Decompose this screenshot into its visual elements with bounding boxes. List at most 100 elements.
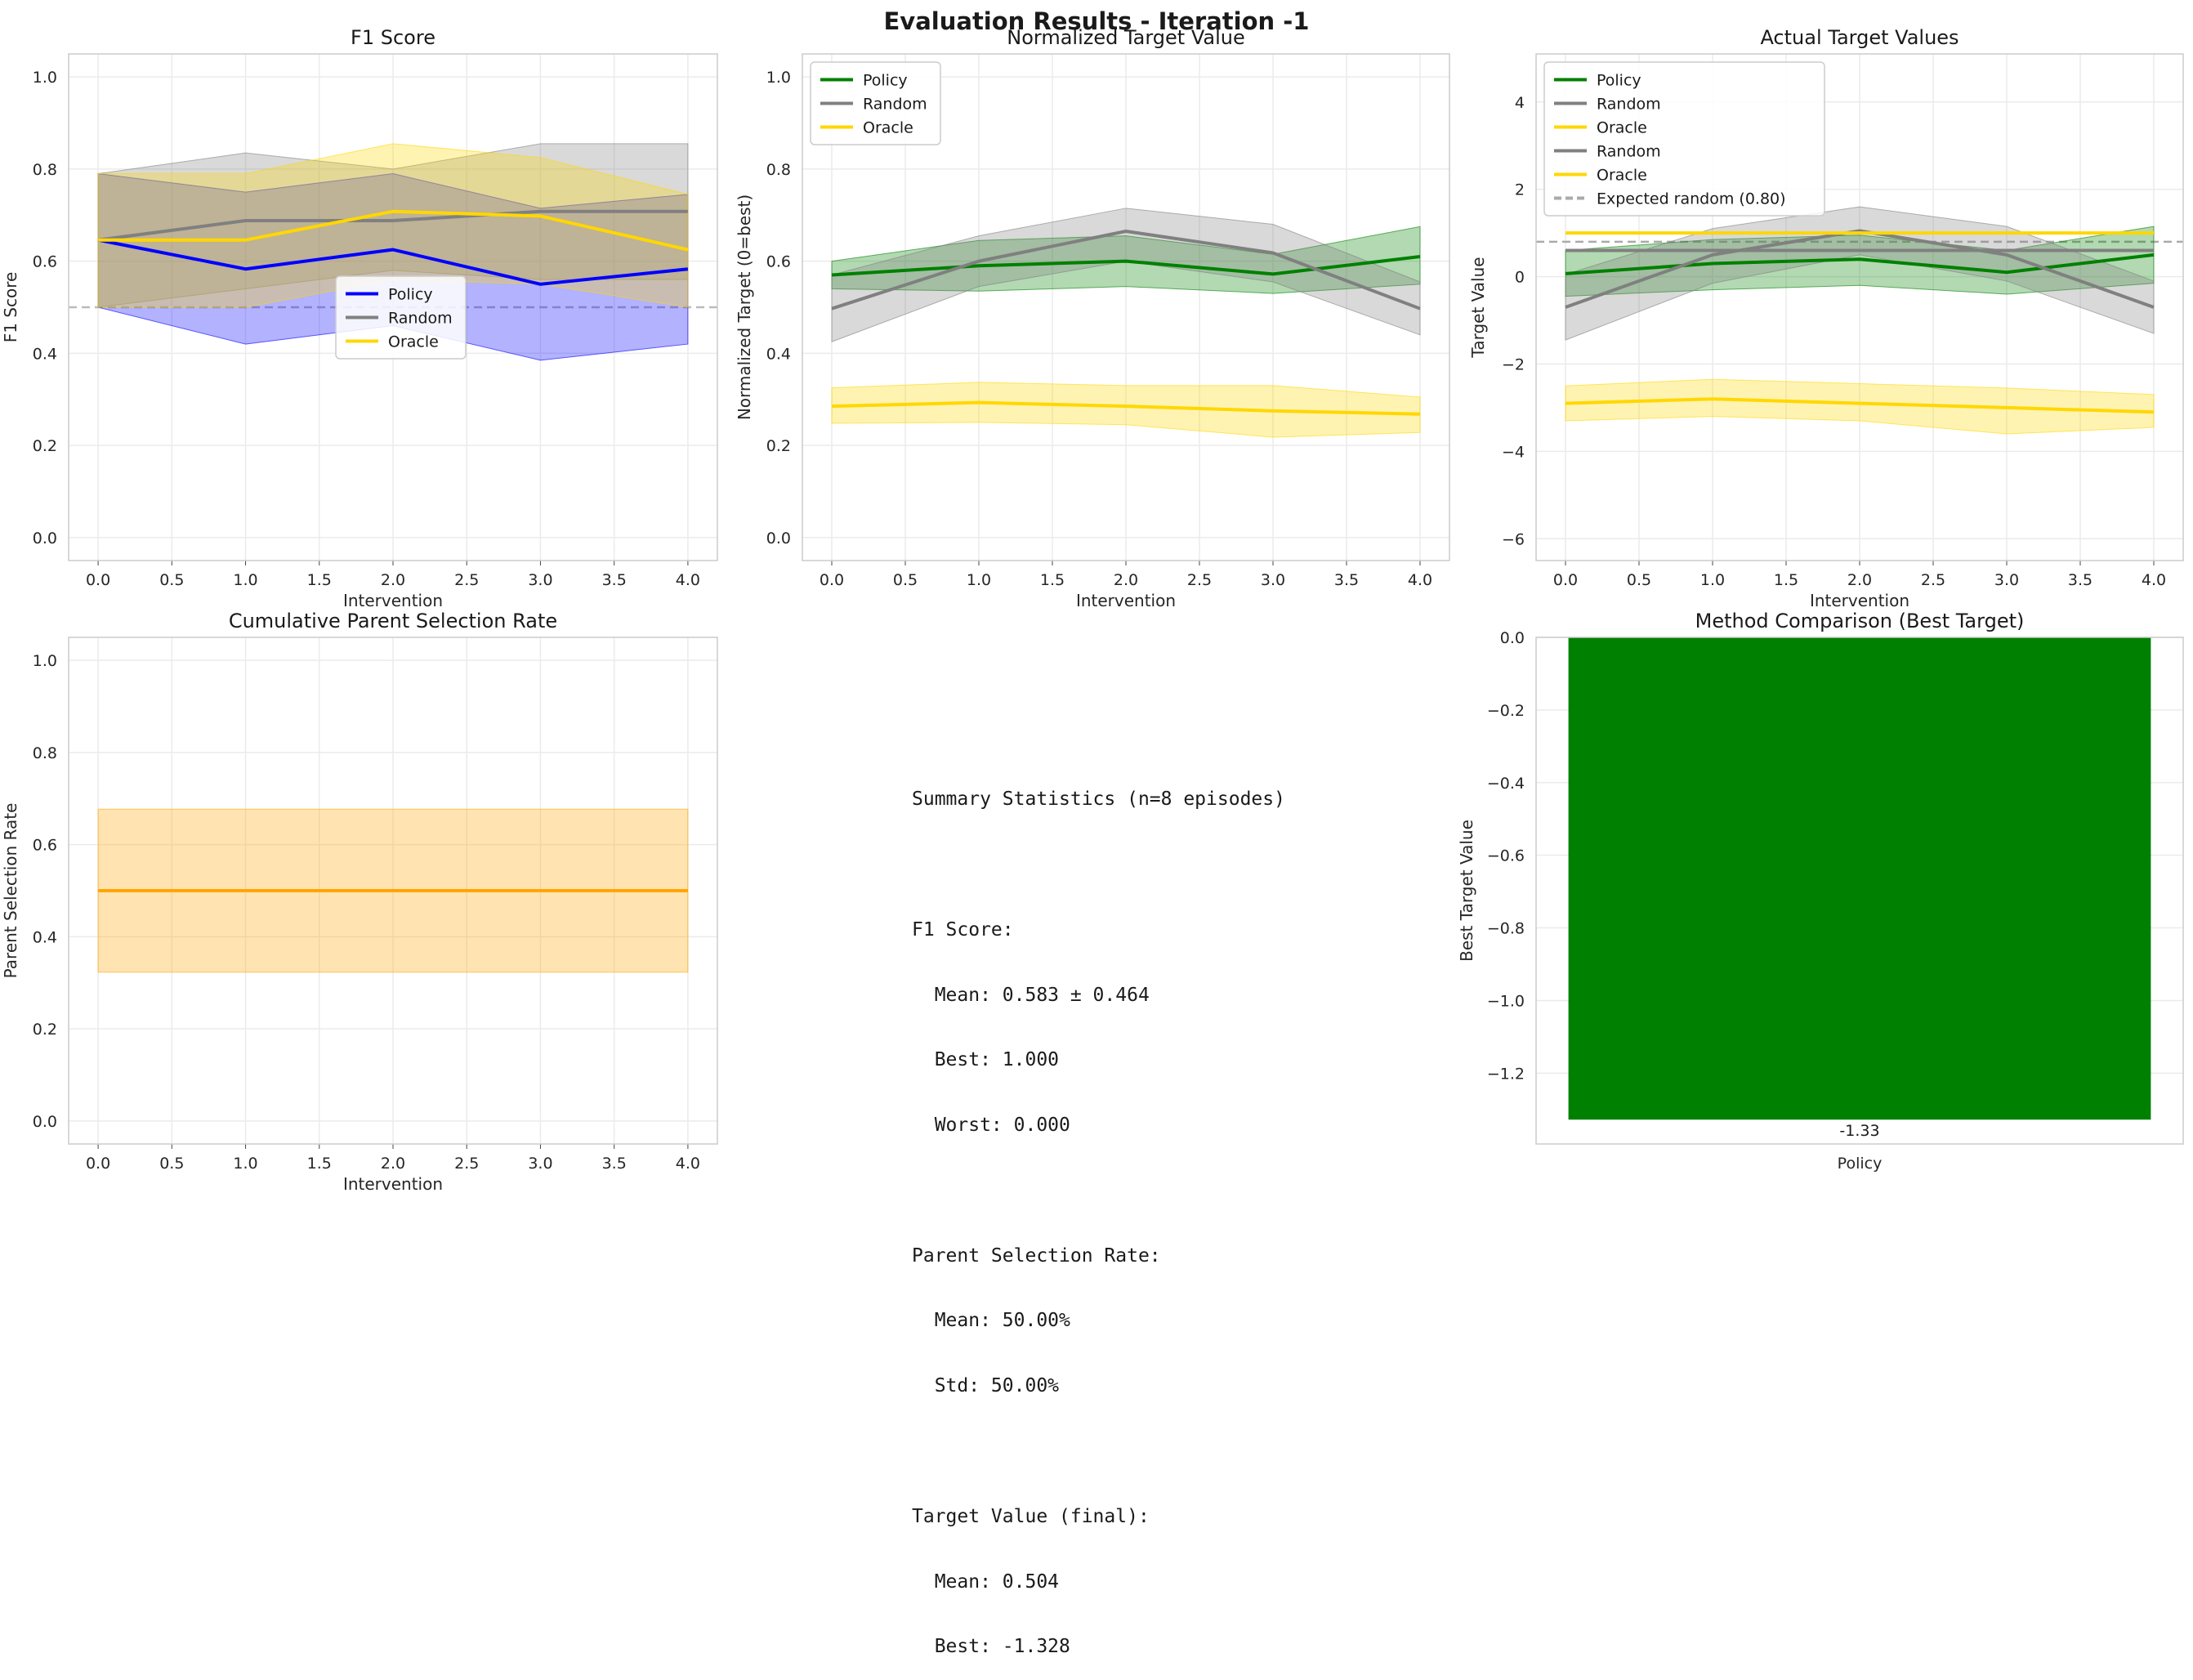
x-tick-label: 4.0: [2142, 571, 2166, 589]
x-tick-label: 1.0: [967, 571, 991, 589]
x-tick-label: 3.5: [602, 1155, 627, 1173]
bar-policy: [1569, 637, 2151, 1119]
y-tick-label: −4: [1502, 443, 1525, 461]
summary-statistics: Summary Statistics (n=8 episodes) F1 Sco…: [912, 745, 1285, 1680]
x-tick-label: 0.0: [86, 571, 110, 589]
legend-label-oracle: Oracle: [388, 333, 439, 351]
x-tick-label: 2.5: [1921, 571, 1945, 589]
chart-title: F1 Score: [351, 26, 435, 49]
legend-label-oracle: Oracle: [1597, 119, 1647, 137]
y-axis-label: Target Value: [1468, 257, 1488, 358]
y-tick-label: 0.8: [33, 161, 57, 179]
legend-label-random: Random: [1597, 143, 1661, 161]
x-tick-label: 0.5: [893, 571, 918, 589]
y-tick-label: 0.2: [33, 1021, 57, 1039]
x-tick-label: 1.0: [233, 1155, 257, 1173]
y-tick-label: 0.0: [766, 529, 791, 547]
x-tick-label: 2.0: [1114, 571, 1138, 589]
y-tick-label: 0.0: [33, 1113, 57, 1131]
summary-line: Best: -1.328: [912, 1636, 1285, 1658]
x-tick-label: 0.5: [159, 571, 184, 589]
x-tick-label: 1.5: [1040, 571, 1065, 589]
x-tick-label: 3.0: [528, 571, 552, 589]
x-tick-label: 3.0: [1994, 571, 2019, 589]
x-tick-label: 2.0: [1847, 571, 1872, 589]
y-tick-label: −0.4: [1487, 775, 1525, 793]
y-tick-label: −1.2: [1487, 1065, 1525, 1083]
y-tick-label: 0.4: [33, 928, 57, 946]
x-tick-label: 2.0: [381, 1155, 405, 1173]
x-tick-label: 0.0: [86, 1155, 110, 1173]
x-tick-label: 4.0: [676, 1155, 700, 1173]
y-tick-label: 0.0: [33, 529, 57, 547]
y-tick-label: 1.0: [766, 69, 791, 87]
y-axis-label: F1 Score: [1, 272, 20, 343]
bar-value-label: -1.33: [1839, 1122, 1879, 1140]
summary-line: [912, 1180, 1285, 1202]
x-tick-label: 0.5: [1627, 571, 1651, 589]
x-tick-label: 1.0: [233, 571, 257, 589]
legend-label-random: Random: [1597, 96, 1661, 114]
x-axis-label: Intervention: [343, 1174, 443, 1194]
x-axis-label: Intervention: [1810, 591, 1909, 610]
summary-line: F1 Score:: [912, 919, 1285, 941]
y-tick-label: −0.6: [1487, 847, 1525, 865]
x-tick-label: 3.5: [1334, 571, 1359, 589]
y-tick-label: 0.0: [1500, 629, 1525, 647]
summary-line: Summary Statistics (n=8 episodes): [912, 789, 1285, 811]
legend-label-oracle: Oracle: [1597, 167, 1647, 185]
chart-title: Method Comparison (Best Target): [1695, 610, 2025, 632]
summary-line: Parent Selection Rate:: [912, 1245, 1285, 1267]
y-tick-label: 0.2: [33, 437, 57, 455]
summary-line: Mean: 0.583 ± 0.464: [912, 985, 1285, 1007]
legend-label-expected-random-0-80: Expected random (0.80): [1597, 190, 1786, 208]
y-tick-label: 0.4: [33, 345, 57, 363]
y-tick-label: −6: [1502, 530, 1525, 548]
summary-line: Std: 50.00%: [912, 1375, 1285, 1397]
y-tick-label: −1.0: [1487, 992, 1525, 1010]
legend: Policy Random Oracle: [811, 62, 940, 145]
x-tick-label: 3.5: [2068, 571, 2093, 589]
x-tick-label: 4.0: [676, 571, 700, 589]
y-tick-label: −2: [1502, 355, 1525, 373]
summary-line: [912, 854, 1285, 876]
y-tick-label: 0.4: [766, 345, 791, 363]
x-tick-label: 3.0: [528, 1155, 552, 1173]
x-tick-label: Policy: [1838, 1155, 1883, 1173]
y-tick-label: 0.8: [766, 161, 791, 179]
y-tick-label: 0.8: [33, 744, 57, 762]
summary-line: Target Value (final):: [912, 1506, 1285, 1528]
y-axis-label: Parent Selection Rate: [1, 803, 20, 979]
legend-label-random: Random: [863, 96, 927, 114]
legend-label-policy: Policy: [388, 286, 433, 304]
x-tick-label: 3.0: [1261, 571, 1285, 589]
x-tick-label: 2.0: [381, 571, 405, 589]
x-tick-label: 3.5: [602, 571, 627, 589]
x-tick-label: 0.5: [159, 1155, 184, 1173]
y-tick-label: 1.0: [33, 652, 57, 670]
y-tick-label: 0.2: [766, 437, 791, 455]
x-tick-label: 2.5: [454, 571, 479, 589]
legend: Policy Random Oracle Random Oracle Expected r…: [1544, 62, 1825, 216]
legend-label-oracle: Oracle: [863, 119, 913, 137]
y-axis-label: Normalized Target (0=best): [735, 194, 754, 420]
y-tick-label: 4: [1515, 94, 1525, 112]
y-tick-label: −0.2: [1487, 702, 1525, 720]
summary-line: Worst: 0.000: [912, 1115, 1285, 1137]
legend-label-policy: Policy: [1597, 72, 1641, 90]
chart-method: 0.0−0.2−0.4−0.6−0.8−1.0−1.2-1.33PolicyMe…: [1457, 610, 2183, 1173]
x-tick-label: 0.0: [1553, 571, 1578, 589]
y-tick-label: 0.6: [33, 837, 57, 855]
x-axis-label: Intervention: [343, 591, 443, 610]
x-tick-label: 1.0: [1700, 571, 1725, 589]
x-tick-label: 2.5: [1187, 571, 1212, 589]
y-tick-label: 0.6: [766, 253, 791, 271]
legend-label-policy: Policy: [863, 72, 908, 90]
chart-title: Normalized Target Value: [1007, 26, 1245, 49]
y-tick-label: 1.0: [33, 69, 57, 87]
x-tick-label: 2.5: [454, 1155, 479, 1173]
summary-line: Best: 1.000: [912, 1049, 1285, 1071]
